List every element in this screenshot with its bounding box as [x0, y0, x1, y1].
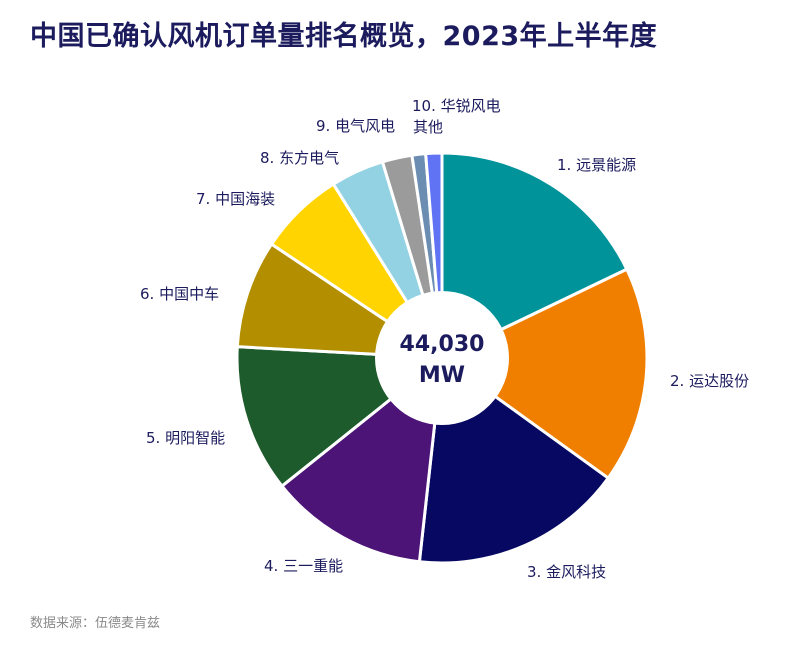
center-total-value: 44,030: [400, 332, 485, 357]
slice-label: 1. 远景能源: [557, 156, 636, 174]
slice-label: 2. 运达股份: [670, 372, 749, 390]
slice-label: 10. 华锐风电: [412, 97, 501, 115]
pie-slice: [439, 267, 649, 481]
slice-label: 9. 电气风电: [316, 117, 395, 135]
slice-label: 5. 明阳智能: [146, 429, 225, 447]
source-note: 数据来源：伍德麦肯兹: [30, 616, 161, 631]
slice-label: 7. 中国海装: [196, 190, 275, 208]
slice-label: 6. 中国中车: [140, 285, 219, 303]
slice-label: 其他: [413, 118, 443, 136]
slice-label: 3. 金风科技: [527, 563, 606, 581]
slice-labels: 1. 远景能源 2. 运达股份 3. 金风科技 4. 三一重能 5. 明阳智能 6. 中国…: [140, 97, 749, 581]
slice-label: 4. 三一重能: [264, 557, 343, 575]
center-total-unit: MW: [419, 363, 465, 388]
center-hole: [375, 291, 509, 425]
pie-slice: [440, 151, 629, 361]
chart-title: 中国已确认风机订单量排名概览，2023年上半年度: [30, 21, 658, 52]
slice-label: 8. 东方电气: [260, 149, 339, 167]
